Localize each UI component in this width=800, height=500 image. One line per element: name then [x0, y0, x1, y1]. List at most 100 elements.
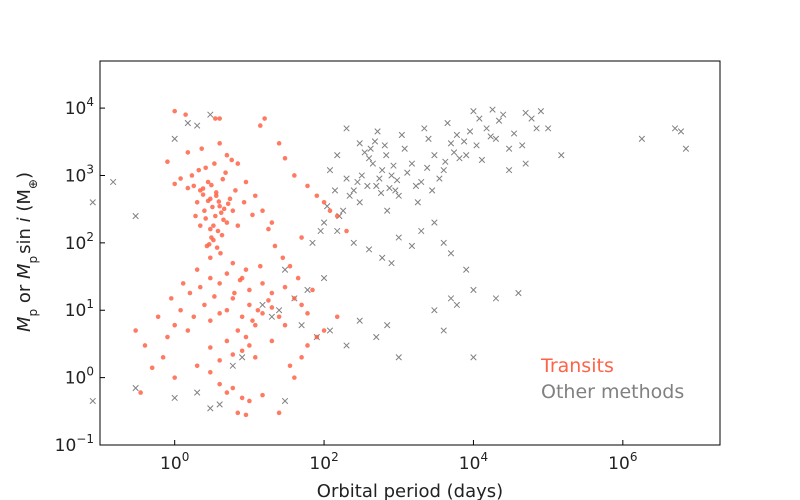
- transit-point: [287, 363, 293, 369]
- other-methods-point: [331, 187, 339, 194]
- transit-point: [178, 176, 183, 181]
- other-methods-point: [343, 125, 350, 132]
- transit-point: [260, 281, 265, 286]
- transit-point: [292, 296, 297, 301]
- other-methods-point: [320, 274, 328, 282]
- transit-point: [212, 294, 217, 299]
- transit-point: [187, 290, 193, 296]
- other-methods-point: [171, 394, 178, 402]
- other-methods-point: [431, 307, 438, 314]
- other-methods-point: [207, 405, 214, 412]
- other-methods-point: [238, 354, 246, 361]
- y-tick-label: 104: [65, 95, 94, 119]
- transit-point: [292, 173, 297, 178]
- transit-point: [194, 199, 200, 205]
- transit-point: [223, 170, 228, 175]
- transit-point: [247, 302, 252, 308]
- transit-point: [208, 226, 213, 232]
- other-methods-point: [343, 175, 350, 182]
- transit-point: [224, 152, 230, 158]
- transit-point: [247, 287, 252, 293]
- other-methods-point: [487, 133, 494, 140]
- other-methods-point: [453, 301, 461, 309]
- y-label-unit-open: (M: [14, 189, 35, 217]
- points-layer: [89, 106, 690, 418]
- other-methods-point: [544, 125, 552, 132]
- other-methods-point: [638, 135, 646, 142]
- transit-point: [235, 161, 241, 166]
- other-methods-point: [132, 384, 139, 392]
- other-methods-point: [390, 162, 397, 169]
- other-methods-point: [383, 152, 390, 159]
- other-methods-point: [431, 152, 438, 159]
- transit-point: [203, 165, 208, 171]
- transit-point: [210, 204, 215, 210]
- other-methods-point: [510, 130, 518, 137]
- transit-point: [200, 186, 206, 191]
- other-methods-point: [436, 175, 443, 182]
- transit-point: [138, 390, 143, 395]
- transit-point: [239, 348, 245, 354]
- other-methods-point: [401, 145, 408, 152]
- transit-point: [269, 220, 275, 225]
- transit-point: [224, 307, 230, 313]
- transit-point: [321, 199, 327, 205]
- other-methods-point: [505, 145, 513, 152]
- other-methods-point: [384, 207, 391, 214]
- other-methods-point: [483, 125, 490, 132]
- transit-point: [229, 157, 235, 163]
- other-methods-point: [369, 160, 377, 167]
- transit-point: [239, 314, 245, 320]
- transit-point: [208, 255, 213, 261]
- transit-point: [257, 263, 263, 269]
- transit-point: [250, 212, 255, 218]
- other-methods-point: [207, 111, 214, 118]
- other-methods-point: [326, 166, 334, 174]
- other-methods-point: [317, 227, 324, 235]
- other-methods-point: [404, 169, 411, 176]
- y-tick-label: 103: [65, 162, 94, 186]
- other-methods-point: [356, 317, 363, 324]
- transit-point: [260, 392, 265, 398]
- other-methods-point: [453, 131, 461, 139]
- other-methods-point: [418, 178, 425, 186]
- transit-point: [280, 255, 286, 261]
- transit-point: [327, 208, 333, 214]
- transit-point: [208, 345, 213, 350]
- transit-point: [232, 290, 237, 296]
- transit-point: [217, 281, 222, 286]
- other-methods-point: [373, 333, 380, 341]
- transit-point: [133, 328, 138, 333]
- other-methods-point: [470, 108, 477, 115]
- other-methods-point: [429, 187, 436, 194]
- other-methods-point: [229, 362, 236, 369]
- transit-point: [235, 223, 241, 228]
- transit-point: [276, 314, 282, 320]
- other-methods-point: [408, 160, 416, 167]
- other-methods-point: [682, 145, 690, 152]
- transit-point: [191, 314, 197, 320]
- other-methods-point: [194, 122, 201, 129]
- transit-point: [252, 193, 258, 199]
- transit-point: [213, 193, 219, 199]
- transit-point: [160, 355, 166, 360]
- other-methods-point: [374, 128, 381, 135]
- transit-point: [221, 206, 227, 212]
- transit-point: [230, 260, 236, 266]
- other-methods-point: [463, 152, 470, 159]
- transit-point: [215, 228, 221, 234]
- transit-point: [310, 287, 315, 293]
- other-methods-point: [216, 401, 223, 408]
- other-methods-point: [281, 266, 289, 273]
- transit-point: [225, 201, 231, 207]
- other-methods-point: [350, 187, 357, 194]
- transit-point: [243, 267, 249, 272]
- transit-point: [214, 245, 220, 250]
- other-methods-point: [418, 227, 425, 235]
- transit-point: [282, 155, 288, 161]
- transit-point: [217, 203, 222, 209]
- other-methods-point: [492, 135, 500, 142]
- transit-point: [218, 210, 224, 216]
- other-methods-point: [326, 327, 334, 334]
